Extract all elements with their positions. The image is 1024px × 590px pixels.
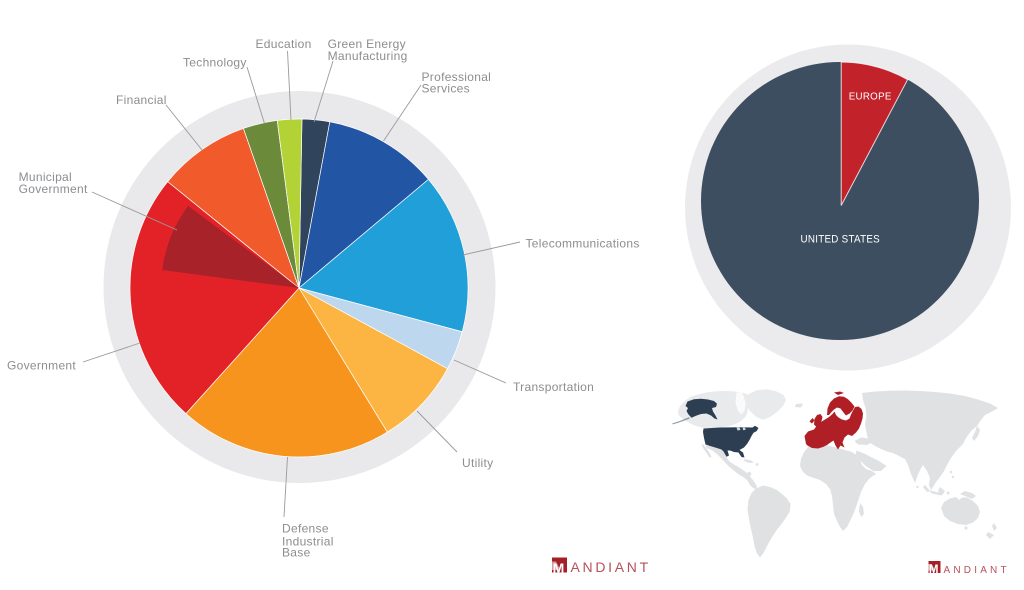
svg-text:Telecommunications: Telecommunications [526, 237, 640, 251]
svg-text:Base: Base [282, 546, 311, 560]
svg-text:Technology: Technology [183, 56, 247, 70]
svg-text:Government: Government [7, 359, 76, 373]
svg-text:Services: Services [422, 82, 470, 96]
svg-text:Financial: Financial [116, 93, 167, 107]
svg-text:Transportation: Transportation [513, 380, 594, 394]
svg-text:Municipal: Municipal [19, 170, 72, 184]
svg-text:Government: Government [19, 182, 88, 196]
svg-text:UNITED STATES: UNITED STATES [801, 234, 881, 246]
svg-text:M: M [553, 560, 565, 576]
svg-text:Professional: Professional [422, 70, 492, 84]
svg-text:Education: Education [256, 37, 312, 51]
svg-text:Manufacturing: Manufacturing [328, 49, 408, 63]
svg-text:Green Energy: Green Energy [328, 37, 406, 51]
svg-text:Utility: Utility [462, 456, 493, 470]
svg-text:ANDIANT: ANDIANT [944, 565, 1010, 576]
svg-text:M: M [929, 564, 939, 576]
svg-text:Industrial: Industrial [282, 535, 334, 549]
svg-text:EUROPE: EUROPE [849, 91, 892, 103]
svg-text:Defense: Defense [282, 522, 329, 536]
svg-text:ANDIANT: ANDIANT [571, 559, 651, 575]
